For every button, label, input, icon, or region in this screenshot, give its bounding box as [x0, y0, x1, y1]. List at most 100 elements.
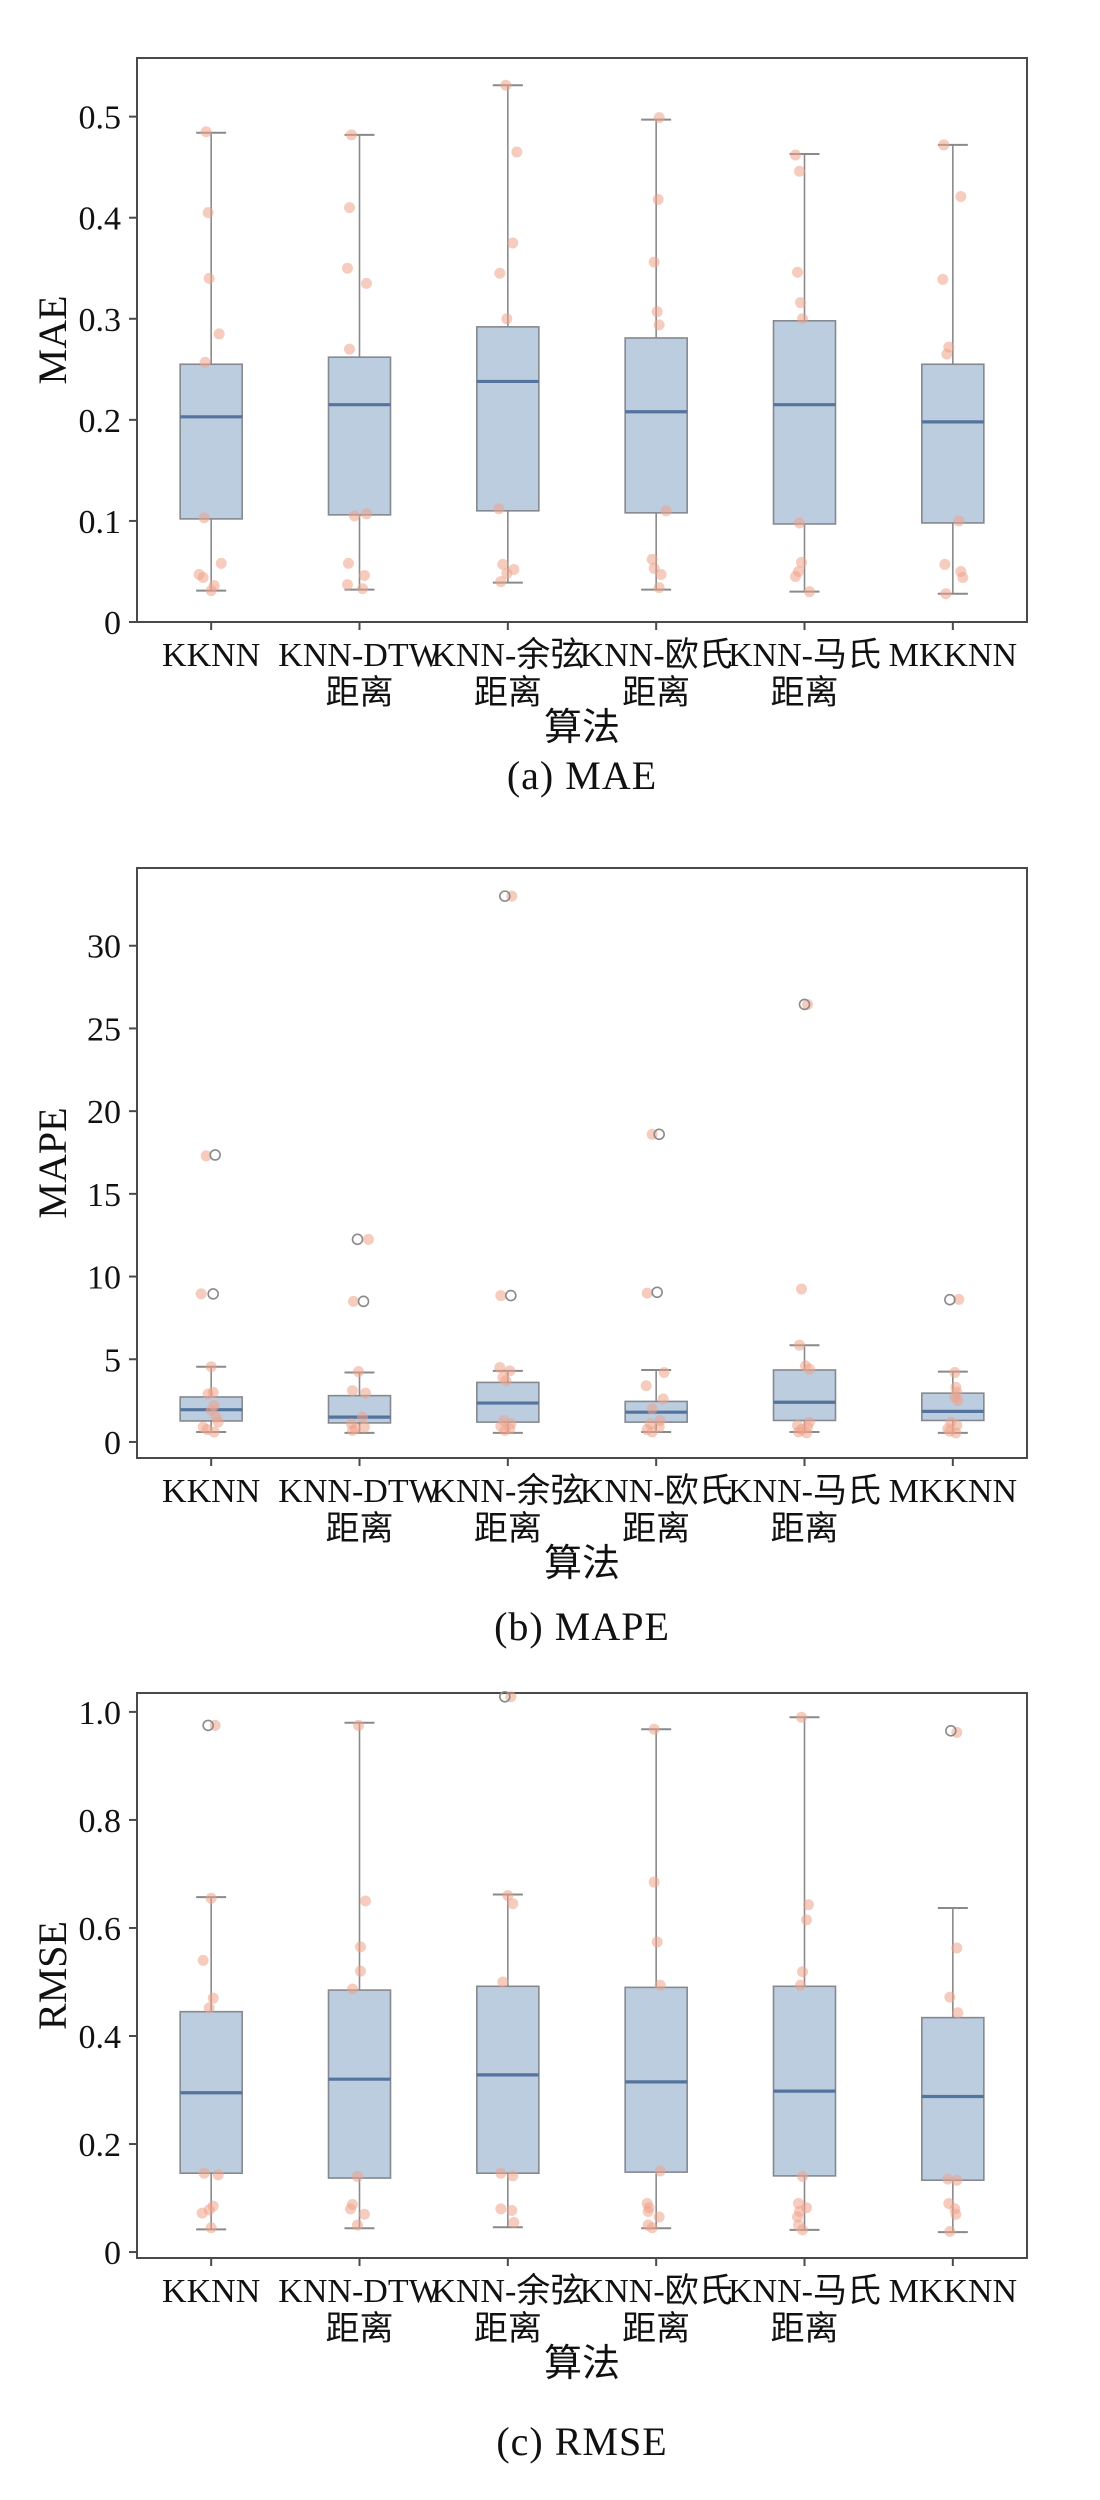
iqr-box — [772, 1985, 837, 2177]
y-tick-label: 0 — [104, 2235, 121, 2272]
data-point — [195, 1288, 207, 1300]
y-axis: 0 0.2 0.4 0.6 0.8 1.0 — [79, 1695, 137, 2272]
x-tick-label: KKNN — [162, 2273, 260, 2310]
data-point — [352, 2219, 363, 2231]
x-tick-label: 距离 — [622, 2310, 690, 2348]
strip-points-MKKNN — [942, 1293, 965, 1439]
outlier-marker — [651, 1286, 663, 1299]
outlier-marker — [499, 890, 511, 902]
strip-points-KNN-余弦 — [493, 79, 523, 588]
y-tick-label: 0.5 — [79, 100, 122, 137]
boxplot-MKKNN — [921, 1906, 985, 2234]
x-tick-label: 距离 — [474, 674, 542, 712]
outlier-marker — [209, 1149, 221, 1161]
data-point — [355, 1965, 366, 1977]
x-tick-label: 距离 — [326, 674, 394, 712]
outliers-KKNN — [202, 1719, 214, 1732]
data-point — [944, 2226, 956, 2238]
data-point — [651, 1936, 663, 1948]
x-axis-title: 算法 — [544, 1543, 620, 1585]
x-tick-label: MKKNN — [889, 2273, 1017, 2310]
iqr-box — [624, 337, 688, 514]
data-point — [343, 557, 354, 569]
iqr-box — [921, 363, 985, 524]
data-point — [215, 557, 227, 569]
data-point — [347, 1424, 358, 1436]
data-point — [361, 508, 372, 520]
data-point — [212, 1416, 224, 1428]
y-tick-label: 15 — [87, 1177, 121, 1214]
boxplot-KNN-余弦 — [476, 84, 540, 584]
y-tick-label: 1.0 — [79, 1695, 122, 1732]
data-point — [349, 510, 360, 522]
y-tick-label: 0.3 — [79, 302, 122, 339]
boxplot-MKKNN — [921, 143, 985, 595]
data-point — [952, 2007, 964, 2019]
boxplot-KKNN — [179, 1365, 243, 1434]
data-point — [797, 2170, 808, 2182]
boxplot-KKNN — [179, 131, 243, 592]
y-tick-label: 0.4 — [79, 2019, 122, 2056]
data-point — [359, 570, 370, 582]
y-tick-label: 25 — [87, 1011, 121, 1048]
data-point — [501, 567, 513, 579]
strip-points-KKNN — [195, 1150, 224, 1438]
panel-rmse: 0 0.2 0.4 0.6 0.8 1.0 RMSE KKNN KNN-DTW 距离 KNN-余弦距… — [0, 1666, 1100, 2500]
x-tick-label: MKKNN — [889, 1473, 1017, 1510]
data-point — [657, 1393, 669, 1405]
data-point — [363, 1233, 374, 1245]
data-point — [493, 503, 505, 515]
y-tick-label: 30 — [87, 929, 121, 966]
data-point — [648, 1723, 660, 1735]
x-tick-label: KNN-余弦 — [431, 1472, 584, 1510]
data-point — [501, 313, 513, 325]
data-point — [652, 194, 664, 206]
outlier-marker — [357, 1295, 370, 1308]
data-point — [198, 2167, 210, 2179]
data-point — [955, 190, 967, 202]
x-tick-label: KNN-DTW — [278, 2273, 441, 2310]
data-point — [941, 348, 953, 360]
data-point — [940, 588, 952, 600]
y-tick-label: 10 — [87, 1260, 121, 1297]
x-axis-title: 算法 — [544, 707, 620, 749]
data-point — [345, 2203, 356, 2215]
data-point — [197, 572, 209, 584]
y-tick-label: 0.1 — [79, 504, 122, 541]
iqr-box — [327, 1989, 392, 2179]
boxplot-KNN-余弦 — [476, 1893, 540, 2229]
outlier-marker — [653, 1128, 665, 1141]
data-point — [950, 2208, 962, 2220]
strip-points-KNN-DTW — [342, 129, 372, 595]
data-point — [497, 1976, 509, 1988]
boxplot-KNN-马氏 — [772, 1344, 837, 1434]
data-point — [950, 1427, 962, 1439]
outlier-marker — [207, 1288, 219, 1300]
iqr-box — [476, 326, 540, 512]
data-point — [359, 2208, 370, 2220]
data-point — [790, 149, 801, 161]
x-tick-label: KKNN — [162, 1473, 260, 1510]
plot-border — [136, 1692, 1028, 2259]
data-point — [796, 1711, 807, 1723]
boxplot-KNN-马氏 — [772, 153, 837, 593]
data-point — [938, 139, 950, 151]
data-point — [646, 553, 658, 565]
data-point — [654, 2165, 666, 2177]
boxplot-KNN-DTW — [327, 133, 392, 591]
data-point — [658, 1366, 670, 1378]
data-point — [507, 1898, 519, 1910]
y-tick-label: 0.2 — [79, 2127, 122, 2164]
data-point — [937, 273, 949, 285]
data-point — [344, 202, 355, 214]
x-tick-label: MKKNN — [889, 637, 1017, 674]
iqr-box — [179, 363, 243, 520]
data-point — [361, 277, 372, 289]
boxplot-KKNN — [179, 1896, 243, 2231]
data-point — [797, 313, 808, 325]
data-point — [494, 1362, 506, 1374]
strip-points-KNN-欧氏 — [646, 112, 672, 594]
data-point — [199, 356, 211, 368]
y-axis-title: RMSE — [30, 1921, 75, 2030]
